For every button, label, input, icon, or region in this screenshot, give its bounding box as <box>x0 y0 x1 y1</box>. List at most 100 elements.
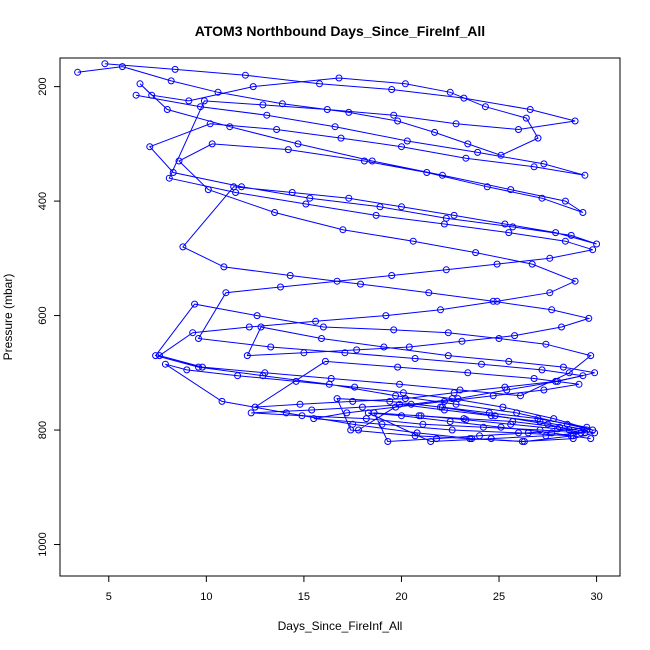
data-point <box>437 306 444 314</box>
data-point <box>241 71 249 79</box>
data-point <box>464 369 472 377</box>
data-point <box>271 209 279 216</box>
data-point <box>349 397 357 405</box>
data-point <box>425 289 433 297</box>
data-point <box>409 237 417 245</box>
data-point <box>185 97 193 105</box>
data-point <box>544 420 552 428</box>
data-point <box>234 372 242 380</box>
data-point <box>548 306 556 314</box>
data-point <box>394 363 402 371</box>
data-point <box>528 260 536 268</box>
data-point <box>282 409 290 417</box>
data-point <box>341 349 349 357</box>
data-point <box>567 231 575 239</box>
data-series <box>101 60 597 445</box>
data-point <box>489 392 497 400</box>
data-point <box>382 312 390 320</box>
data-point <box>364 409 372 417</box>
y-tick-label: 600 <box>37 306 49 324</box>
data-point <box>386 397 394 405</box>
data-point <box>497 423 505 431</box>
data-point <box>222 289 230 297</box>
data-point <box>571 277 579 285</box>
data-point <box>345 108 353 116</box>
data-point <box>195 363 202 371</box>
data-point <box>446 418 454 425</box>
data-point <box>540 386 548 394</box>
x-tick-label: 15 <box>298 591 310 603</box>
data-point <box>542 432 550 440</box>
data-point <box>556 423 563 431</box>
x-tick-label: 20 <box>395 591 407 603</box>
data-point <box>552 377 560 385</box>
data-point <box>118 63 126 71</box>
y-axis-label: Pressure (mbar) <box>1 274 15 361</box>
series-layer <box>74 60 601 445</box>
data-point <box>579 372 587 380</box>
data-point <box>325 380 333 388</box>
data-point <box>442 266 450 274</box>
data-point <box>450 211 458 219</box>
data-point <box>561 237 569 245</box>
data-point <box>312 317 320 325</box>
data-point <box>390 111 398 119</box>
x-tick-label: 30 <box>590 591 602 603</box>
data-point <box>345 194 353 202</box>
series-line <box>104 63 593 443</box>
data-point <box>423 169 431 176</box>
data-point <box>321 357 329 365</box>
data-point <box>323 106 331 113</box>
data-point <box>247 409 255 417</box>
data-point <box>358 403 366 411</box>
data-point <box>218 397 226 405</box>
data-point <box>376 203 384 211</box>
data-point <box>331 123 339 131</box>
data-point <box>206 120 214 128</box>
data-point <box>357 280 364 288</box>
data-point <box>101 60 109 68</box>
data-point <box>310 415 318 423</box>
data-point <box>232 189 240 196</box>
data-point <box>438 171 446 179</box>
data-point <box>302 200 310 208</box>
data-point <box>507 186 515 194</box>
data-point <box>491 412 499 420</box>
data-point <box>152 352 160 360</box>
data-point <box>522 114 530 122</box>
data-point <box>526 106 534 113</box>
data-point <box>191 300 199 308</box>
data-point <box>589 246 597 254</box>
data-point <box>368 157 376 165</box>
data-point <box>452 120 460 128</box>
data-point <box>474 148 482 156</box>
chart-title: ATOM3 Northbound Days_Since_FireInf_All <box>195 23 485 39</box>
data-point <box>546 289 554 297</box>
data-point <box>538 366 546 374</box>
data-point <box>198 363 206 371</box>
data-point <box>483 183 491 191</box>
data-point <box>392 403 400 411</box>
data-point <box>448 426 456 434</box>
data-point <box>431 128 439 136</box>
data-point <box>195 335 202 342</box>
data-point <box>308 406 316 414</box>
data-point <box>208 140 216 148</box>
data-point <box>534 415 542 423</box>
y-tick-label: 200 <box>37 77 49 95</box>
data-point <box>437 403 444 411</box>
data-point <box>462 416 470 424</box>
data-point <box>540 160 548 168</box>
data-point <box>156 352 163 360</box>
data-point <box>567 432 575 440</box>
data-point <box>394 117 402 125</box>
data-point <box>220 263 228 271</box>
data-point <box>398 412 405 420</box>
data-point <box>587 435 595 443</box>
data-point <box>245 323 253 331</box>
data-point <box>417 412 425 420</box>
data-point <box>146 143 154 151</box>
data-point <box>390 326 398 334</box>
data-point <box>501 220 509 228</box>
data-point <box>403 137 411 145</box>
